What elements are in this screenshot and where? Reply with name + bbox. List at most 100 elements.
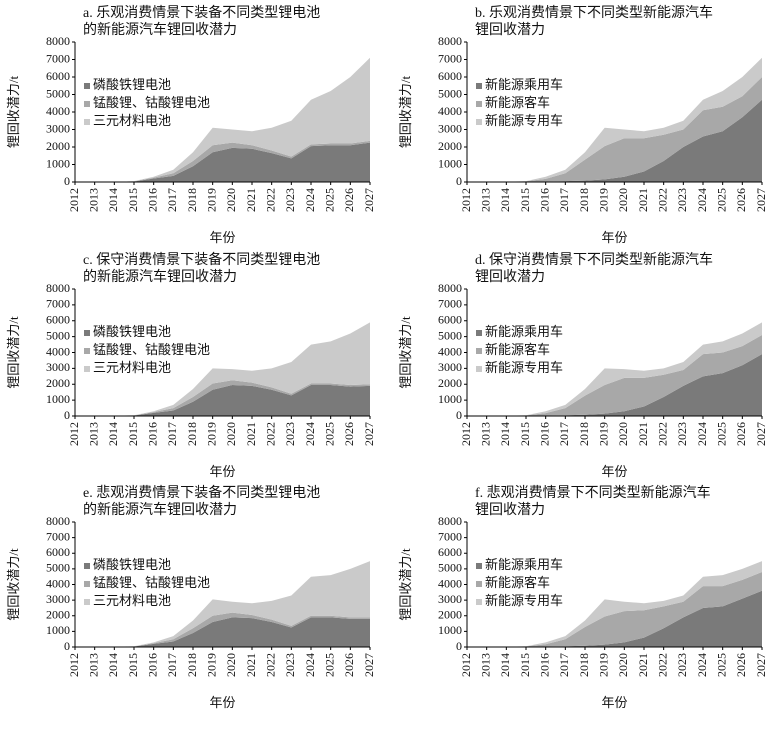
x-tick-label: 2016 [537, 188, 551, 212]
area [467, 354, 762, 416]
y-tick-label: 0 [64, 174, 70, 188]
x-tick-label: 2017 [557, 422, 571, 446]
chart-title: a. 乐观消费情景下装备不同类型锂电池 [83, 4, 320, 21]
y-tick-label: 1000 [438, 623, 462, 637]
x-tick-label: 2012 [459, 653, 473, 677]
legend-label: 新能源专用车 [485, 360, 563, 375]
x-tick-label: 2012 [67, 422, 81, 446]
y-tick-label: 1000 [46, 156, 70, 170]
legend-swatch [84, 119, 90, 125]
y-tick-label: 3000 [46, 121, 70, 135]
y-tick-label: 6000 [46, 545, 70, 559]
x-tick-label: 2019 [204, 422, 218, 446]
x-tick-label: 2022 [263, 188, 277, 212]
legend-label: 三元材料电池 [93, 113, 171, 128]
y-tick-label: 6000 [438, 313, 462, 327]
x-tick-label: 2025 [322, 422, 336, 446]
x-tick-label: 2016 [145, 422, 159, 446]
y-tick-label: 4000 [46, 344, 70, 358]
x-tick-label: 2021 [244, 188, 258, 212]
x-tick-label: 2014 [106, 653, 120, 677]
y-tick-label: 5000 [438, 86, 462, 100]
y-tick-label: 2000 [46, 608, 70, 622]
x-tick-label: 2013 [86, 188, 100, 212]
x-tick-label: 2019 [596, 188, 610, 212]
x-tick-label: 2013 [478, 188, 492, 212]
y-tick-label: 5000 [438, 328, 462, 342]
x-tick-label: 2026 [342, 653, 356, 677]
area [467, 572, 762, 647]
y-tick-label: 4000 [438, 104, 462, 118]
legend-swatch [84, 563, 90, 569]
x-tick-label: 2013 [478, 422, 492, 446]
y-tick-label: 7000 [46, 51, 70, 65]
x-tick-label: 2017 [557, 653, 571, 677]
x-axis-title: 年份 [601, 230, 627, 245]
y-axis-title: 锂回收潜力/t [6, 76, 21, 149]
x-tick-label: 2017 [557, 188, 571, 212]
x-tick-label: 2016 [145, 653, 159, 677]
chart-title: 的新能源汽车锂回收潜力 [83, 21, 237, 38]
legend-label: 新能源乘用车 [485, 324, 563, 339]
x-tick-label: 2015 [518, 653, 532, 677]
legend-label: 三元材料电池 [93, 360, 171, 375]
y-tick-label: 4000 [46, 104, 70, 118]
area [75, 140, 370, 182]
legend-label: 三元材料电池 [93, 593, 171, 608]
x-tick-label: 2026 [734, 188, 748, 212]
y-tick-label: 8000 [46, 34, 70, 48]
y-tick-label: 0 [64, 408, 70, 422]
legend-swatch [476, 83, 482, 89]
legend-swatch [476, 366, 482, 372]
area [75, 322, 370, 416]
y-axis-title: 锂回收潜力/t [6, 548, 21, 621]
x-tick-label: 2015 [518, 188, 532, 212]
y-tick-label: 4000 [438, 344, 462, 358]
x-tick-label: 2018 [185, 188, 199, 212]
chart-title: f. 悲观消费情景下不同类型新能源汽车 [475, 484, 711, 501]
x-tick-label: 2014 [498, 653, 512, 677]
x-tick-label: 2015 [518, 422, 532, 446]
chart-title: 的新能源汽车锂回收潜力 [83, 501, 237, 518]
area [467, 322, 762, 416]
y-tick-label: 4000 [438, 576, 462, 590]
x-tick-label: 2015 [126, 422, 140, 446]
x-tick-label: 2012 [459, 422, 473, 446]
x-tick-label: 2027 [362, 422, 376, 446]
x-tick-label: 2023 [283, 653, 297, 677]
y-tick-label: 4000 [46, 576, 70, 590]
y-tick-label: 6000 [438, 545, 462, 559]
y-tick-label: 7000 [438, 51, 462, 65]
area [75, 380, 370, 416]
y-tick-label: 1000 [46, 392, 70, 406]
area [467, 561, 762, 647]
y-tick-label: 1000 [46, 623, 70, 637]
y-tick-label: 6000 [46, 69, 70, 83]
x-tick-label: 2023 [675, 422, 689, 446]
x-tick-label: 2026 [342, 188, 356, 212]
y-tick-label: 2000 [46, 139, 70, 153]
area [467, 77, 762, 182]
x-tick-label: 2025 [714, 422, 728, 446]
x-tick-label: 2019 [204, 188, 218, 212]
y-tick-label: 7000 [438, 529, 462, 543]
x-tick-label: 2023 [675, 188, 689, 212]
y-axis-title: 锂回收潜力/t [398, 548, 413, 621]
area [467, 99, 762, 182]
legend-swatch [84, 581, 90, 587]
y-tick-label: 2000 [438, 139, 462, 153]
x-tick-label: 2021 [636, 188, 650, 212]
x-tick-label: 2018 [577, 653, 591, 677]
legend-label: 新能源客车 [485, 95, 550, 110]
x-axis-title: 年份 [601, 464, 627, 479]
legend-swatch [84, 83, 90, 89]
x-tick-label: 2023 [283, 188, 297, 212]
x-tick-label: 2021 [244, 653, 258, 677]
legend-label: 新能源乘用车 [485, 557, 563, 572]
x-tick-label: 2022 [655, 653, 669, 677]
x-tick-label: 2013 [86, 653, 100, 677]
chart-title: e. 悲观消费情景下装备不同类型锂电池 [83, 484, 320, 501]
